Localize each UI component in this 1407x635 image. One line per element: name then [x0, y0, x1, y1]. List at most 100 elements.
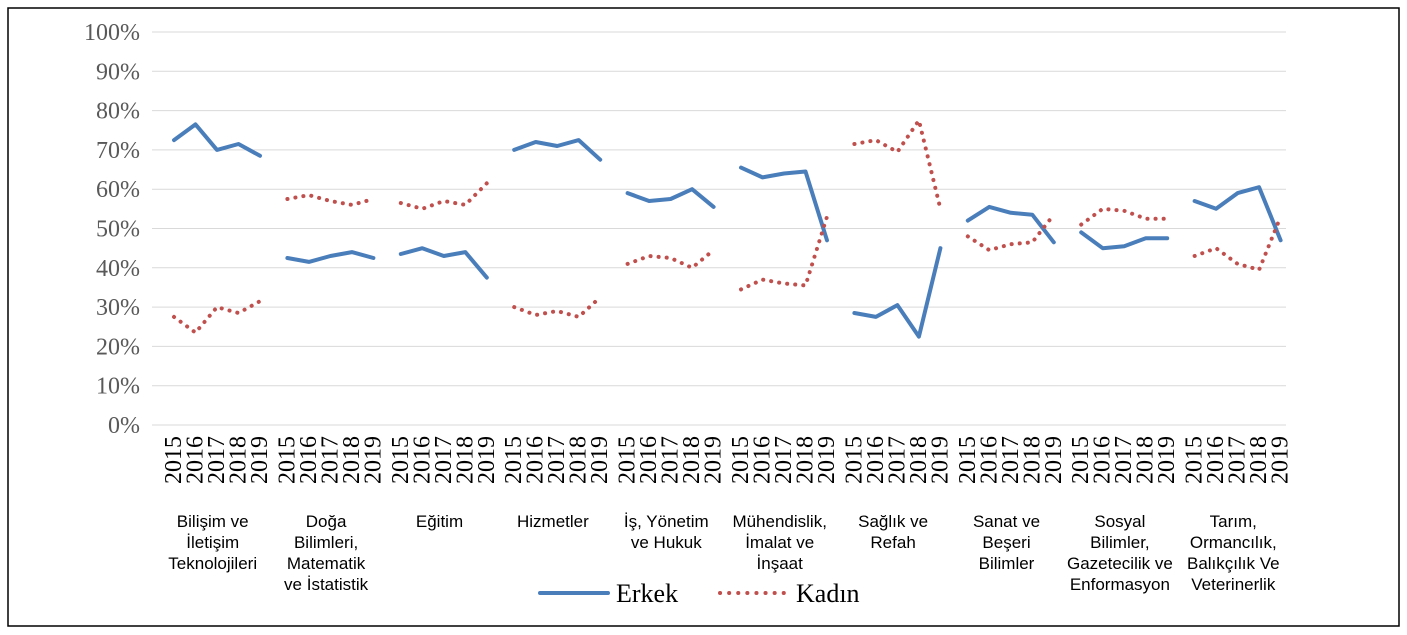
category-labels: Bilişim ve İletişim Teknolojileri Doğa Bilim… [168, 512, 1279, 594]
x-tick-label: 2017 [998, 436, 1024, 484]
x-tick-label: 2019 [1268, 436, 1294, 484]
x-tick-label: 2016 [863, 436, 889, 484]
category-label: Mühendislik, [732, 512, 827, 531]
category-label: İnşaat [757, 554, 804, 573]
x-tick-label: 2019 [1041, 436, 1067, 484]
y-tick-label: 70% [96, 138, 140, 164]
category-label: Veterinerlik [1191, 575, 1276, 594]
category-label: İmalat ve [745, 533, 814, 552]
x-tick-label: 2019 [587, 436, 613, 484]
x-tick-label: 2018 [226, 436, 252, 484]
x-tick-label: 2018 [906, 436, 932, 484]
x-tick-label: 2015 [728, 436, 754, 484]
x-tick-label: 2019 [360, 436, 386, 484]
x-tick-label: 2017 [544, 436, 570, 484]
x-tick-label: 2016 [636, 436, 662, 484]
x-tick-label: 2016 [296, 436, 322, 484]
category-label: Doğa [306, 512, 347, 531]
x-tick-label: 2016 [183, 436, 209, 484]
y-tick-label: 20% [96, 334, 140, 360]
category-label: Balıkçılık Ve [1187, 554, 1280, 573]
series-line-kadin [852, 118, 943, 211]
category-label: ve İstatistik [284, 575, 369, 594]
category-label: Beşeri [982, 533, 1030, 552]
series-line-kadin [1192, 214, 1283, 272]
x-tick-label: 2017 [317, 436, 343, 484]
x-tick-label: 2016 [523, 436, 549, 484]
x-tick-label: 2018 [566, 436, 592, 484]
series-line-erkek [1192, 185, 1283, 243]
category-label: Ormancılık, [1190, 533, 1277, 552]
category-label: İş, Yönetim [624, 512, 709, 531]
x-tick-label: 2015 [388, 436, 414, 484]
category-label: Bilimler [979, 554, 1035, 573]
x-tick-label: 2015 [1182, 436, 1208, 484]
series-lines [172, 118, 1283, 339]
x-tick-label: 2019 [701, 436, 727, 484]
x-tick-label: 2015 [615, 436, 641, 484]
category-label: Sağlık ve [858, 512, 928, 531]
series-line-erkek [625, 187, 716, 209]
y-tick-label: 10% [96, 374, 140, 400]
x-tick-label: 2017 [204, 436, 230, 484]
series-line-erkek [172, 122, 262, 158]
category-label: Bilişim ve [177, 512, 249, 531]
x-tick-label: 2017 [1111, 436, 1137, 484]
y-tick-label: 60% [96, 177, 140, 203]
x-tick-label: 2018 [793, 436, 819, 484]
category-label: Bilimleri, [294, 533, 358, 552]
x-tick-label: 2015 [161, 436, 187, 484]
x-tick-label: 2016 [1203, 436, 1229, 484]
series-line-kadin [625, 248, 716, 270]
x-tick-label: 2017 [1225, 436, 1251, 484]
x-tick-label: 2019 [927, 436, 953, 484]
legend-label: Kadın [796, 579, 860, 608]
category-label: Eğitim [416, 512, 463, 531]
x-tick-label: 2019 [474, 436, 500, 484]
category-label: Tarım, [1210, 512, 1257, 531]
category-label: Bilimler, [1090, 533, 1150, 552]
series-line-erkek [1079, 230, 1170, 251]
series-line-kadin [1079, 206, 1170, 227]
x-tick-label: 2016 [1090, 436, 1116, 484]
y-tick-label: 80% [96, 99, 140, 125]
x-tick-label: 2015 [1068, 436, 1094, 484]
x-tick-label: 2018 [452, 436, 478, 484]
category-label: Enformasyon [1070, 575, 1170, 594]
category-label: Sosyal [1094, 512, 1145, 531]
x-tick-label: 2016 [409, 436, 435, 484]
x-tick-label: 2015 [841, 436, 867, 484]
x-tick-label: 2019 [1154, 436, 1180, 484]
y-tick-label: 40% [96, 256, 140, 282]
series-line-erkek [739, 165, 829, 243]
gridlines [152, 31, 1286, 426]
series-line-erkek [852, 246, 943, 339]
series-line-kadin [965, 212, 1056, 253]
x-tick-label: 2018 [679, 436, 705, 484]
series-line-kadin [285, 193, 376, 207]
y-tick-label: 100% [84, 20, 140, 46]
x-tick-label: 2018 [1019, 436, 1045, 484]
series-line-erkek [965, 204, 1056, 245]
category-label: Refah [870, 533, 915, 552]
series-line-kadin [512, 295, 603, 319]
x-tick-label: 2016 [976, 436, 1002, 484]
category-label: Hizmetler [517, 512, 589, 531]
x-tick-label: 2018 [1246, 436, 1272, 484]
x-tick-label: 2018 [339, 436, 365, 484]
x-tick-label: 2019 [247, 436, 273, 484]
y-axis-ticks: 0% 10% 20% 30% 40% 50% 60% 70% 80% 90% 100% [84, 20, 140, 439]
x-tick-label: 2017 [771, 436, 797, 484]
y-tick-label: 0% [108, 413, 140, 439]
legend-label: Erkek [616, 579, 678, 608]
y-tick-label: 30% [96, 295, 140, 321]
series-line-kadin [398, 181, 489, 211]
series-line-erkek [512, 138, 603, 162]
legend: Erkek Kadın [538, 579, 860, 608]
x-tick-label: 2019 [814, 436, 840, 484]
x-tick-label: 2017 [658, 436, 684, 484]
series-line-erkek [398, 246, 489, 280]
